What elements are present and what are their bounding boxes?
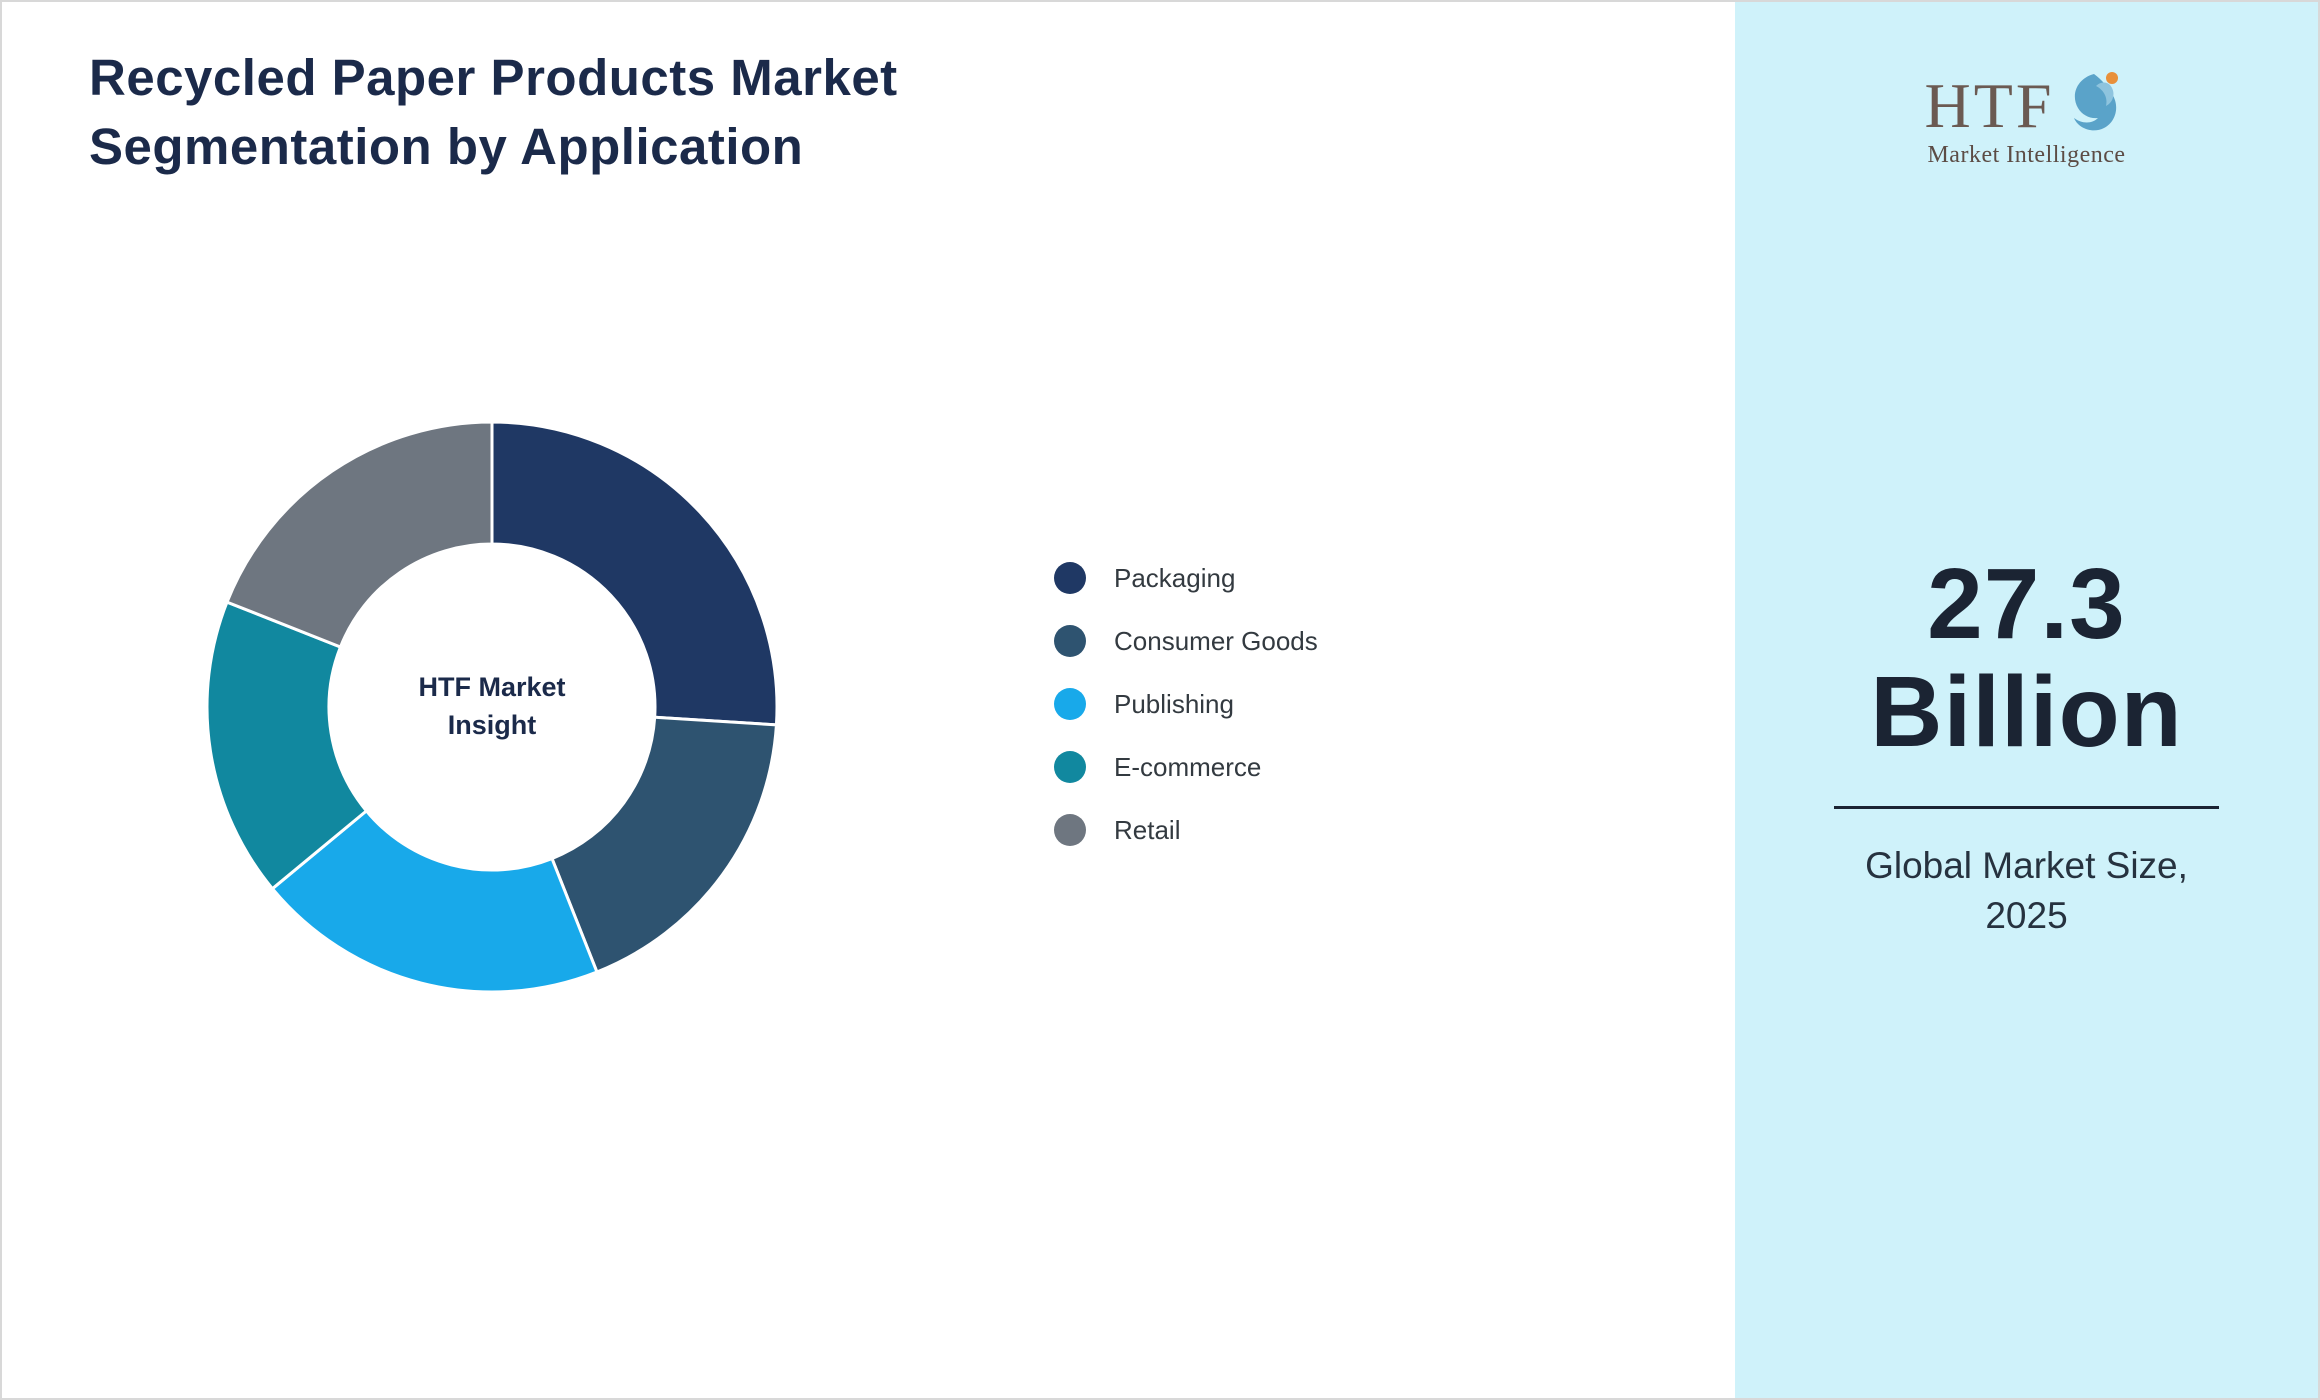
donut-segment-consumer-goods bbox=[550, 715, 778, 974]
legend-label: Packaging bbox=[1114, 562, 1236, 593]
donut-segment-retail bbox=[225, 420, 494, 649]
market-size-value: 27.3 bbox=[1927, 548, 2126, 660]
market-size-block: 27.3 Billion Global Market Size, 2025 bbox=[1735, 550, 2318, 941]
legend-swatch bbox=[1054, 562, 1086, 594]
htf-logo: HTF Market Intelligence bbox=[1735, 70, 2318, 169]
legend-label: E-commerce bbox=[1114, 751, 1262, 782]
dolphin-icon bbox=[2074, 72, 2119, 131]
donut-chart: HTF Market Insight bbox=[192, 407, 792, 1007]
center-label-line2: Insight bbox=[447, 710, 537, 740]
center-label-line1: HTF Market bbox=[418, 672, 566, 703]
legend-item-retail: Retail bbox=[1054, 810, 1318, 850]
legend-item-packaging: Packaging bbox=[1054, 558, 1318, 598]
page-title: Recycled Paper Products Market Segmentat… bbox=[89, 44, 898, 182]
legend-swatch bbox=[1054, 751, 1086, 783]
page-title-line1: Recycled Paper Products Market bbox=[89, 49, 898, 106]
donut-segment-e-commerce bbox=[205, 600, 368, 891]
donut-segment-publishing bbox=[270, 809, 599, 994]
legend-item-consumer-goods: Consumer Goods bbox=[1054, 621, 1318, 661]
market-size-caption: Global Market Size, 2025 bbox=[1735, 841, 2318, 941]
caption-line2: 2025 bbox=[1985, 894, 2068, 936]
divider-line bbox=[1834, 806, 2219, 809]
logo-text: HTF bbox=[1924, 70, 2055, 141]
caption-line1: Global Market Size, bbox=[1865, 845, 2188, 886]
legend-label: Retail bbox=[1114, 814, 1181, 845]
legend-swatch bbox=[1054, 688, 1086, 720]
legend-swatch bbox=[1054, 625, 1086, 657]
legend-item-e-commerce: E-commerce bbox=[1054, 747, 1318, 787]
market-size-unit: Billion bbox=[1870, 656, 2183, 768]
donut-center-label: HTF Market Insight bbox=[418, 669, 565, 745]
logo-subtext: Market Intelligence bbox=[1927, 142, 2126, 168]
chart-legend: Packaging Consumer Goods Publishing E-comme… bbox=[1054, 558, 1318, 873]
legend-label: Publishing bbox=[1114, 688, 1234, 719]
donut-segment-packaging bbox=[490, 420, 779, 727]
chart-area: Recycled Paper Products Market Segmentat… bbox=[2, 2, 1739, 1398]
legend-label: Consumer Goods bbox=[1114, 625, 1318, 656]
logo-row: HTF bbox=[1735, 70, 2318, 141]
donut-chart-svg bbox=[205, 420, 779, 994]
sidebar-panel: HTF Market Intelligence 27.3 Billion Glo… bbox=[1735, 2, 2318, 1398]
page-title-line2: Segmentation by Application bbox=[89, 117, 804, 175]
legend-swatch bbox=[1054, 814, 1086, 846]
legend-item-publishing: Publishing bbox=[1054, 684, 1318, 724]
